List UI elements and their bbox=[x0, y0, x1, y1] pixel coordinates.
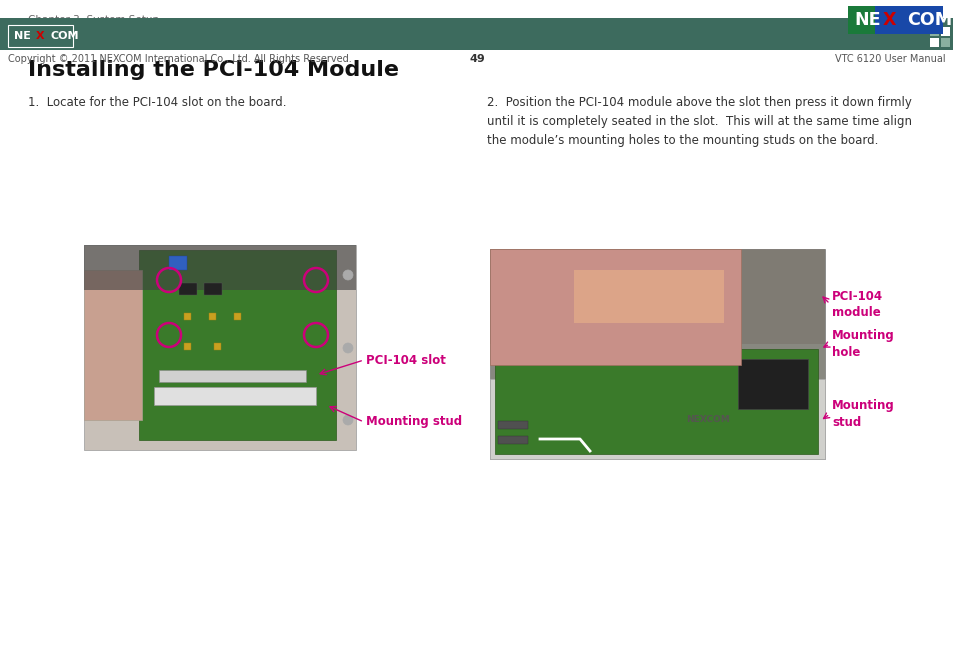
Bar bbox=[490, 249, 824, 459]
Bar bbox=[184, 343, 191, 350]
Bar bbox=[490, 249, 824, 343]
Text: X: X bbox=[882, 11, 896, 29]
Circle shape bbox=[343, 415, 353, 425]
Text: 2.  Position the PCI-104 module above the slot then press it down firmly
until i: 2. Position the PCI-104 module above the… bbox=[486, 96, 911, 147]
Bar bbox=[874, 6, 942, 34]
Circle shape bbox=[343, 270, 353, 280]
Bar bbox=[159, 370, 306, 382]
Bar bbox=[0, 18, 953, 50]
Bar bbox=[213, 343, 221, 350]
Bar bbox=[139, 250, 335, 440]
Bar bbox=[204, 283, 222, 295]
Bar bbox=[738, 359, 807, 409]
Text: COM: COM bbox=[51, 31, 79, 41]
Bar bbox=[233, 313, 241, 320]
Text: NE: NE bbox=[854, 11, 881, 29]
Text: Mounting stud: Mounting stud bbox=[366, 415, 461, 429]
Text: NEXCOM: NEXCOM bbox=[685, 415, 729, 423]
Circle shape bbox=[343, 343, 353, 353]
Text: 49: 49 bbox=[469, 54, 484, 64]
Bar bbox=[497, 436, 527, 444]
Point bbox=[583, 447, 595, 455]
Text: Mounting
stud: Mounting stud bbox=[831, 399, 894, 429]
Point bbox=[574, 435, 585, 443]
Bar bbox=[573, 270, 723, 323]
Bar bbox=[84, 245, 355, 450]
Bar bbox=[84, 245, 355, 290]
Text: Chapter 3: System Setup: Chapter 3: System Setup bbox=[28, 15, 159, 25]
Bar bbox=[28, 35, 56, 44]
Point bbox=[534, 435, 545, 443]
Bar bbox=[495, 259, 696, 333]
Text: NE: NE bbox=[14, 31, 30, 41]
Bar bbox=[495, 349, 817, 454]
Text: VTC 6120 User Manual: VTC 6120 User Manual bbox=[835, 54, 945, 64]
Text: Mounting
hole: Mounting hole bbox=[831, 329, 894, 358]
Text: PCI-104
module: PCI-104 module bbox=[831, 290, 882, 319]
Bar bbox=[169, 256, 187, 270]
Text: Installing the PCI-104 Module: Installing the PCI-104 Module bbox=[28, 60, 398, 80]
Bar bbox=[940, 38, 949, 47]
Bar bbox=[940, 27, 949, 36]
Bar bbox=[929, 27, 938, 36]
Text: PCI-104 slot: PCI-104 slot bbox=[366, 353, 445, 366]
Bar bbox=[184, 313, 191, 320]
Line: 3 pts: 3 pts bbox=[539, 439, 589, 451]
Text: Copyright © 2011 NEXCOM International Co., Ltd. All Rights Reserved.: Copyright © 2011 NEXCOM International Co… bbox=[8, 54, 352, 64]
Bar bbox=[209, 313, 215, 320]
Text: X: X bbox=[36, 31, 45, 41]
Bar bbox=[847, 6, 874, 34]
Bar bbox=[490, 249, 740, 364]
Bar bbox=[490, 379, 824, 459]
Bar bbox=[497, 421, 527, 429]
Bar bbox=[8, 25, 73, 47]
Text: COM: COM bbox=[906, 11, 951, 29]
Text: 1.  Locate for the PCI-104 slot on the board.: 1. Locate for the PCI-104 slot on the bo… bbox=[28, 96, 286, 109]
Bar bbox=[84, 270, 142, 420]
Bar bbox=[153, 387, 315, 405]
Bar bbox=[929, 38, 938, 47]
Bar bbox=[179, 283, 196, 295]
